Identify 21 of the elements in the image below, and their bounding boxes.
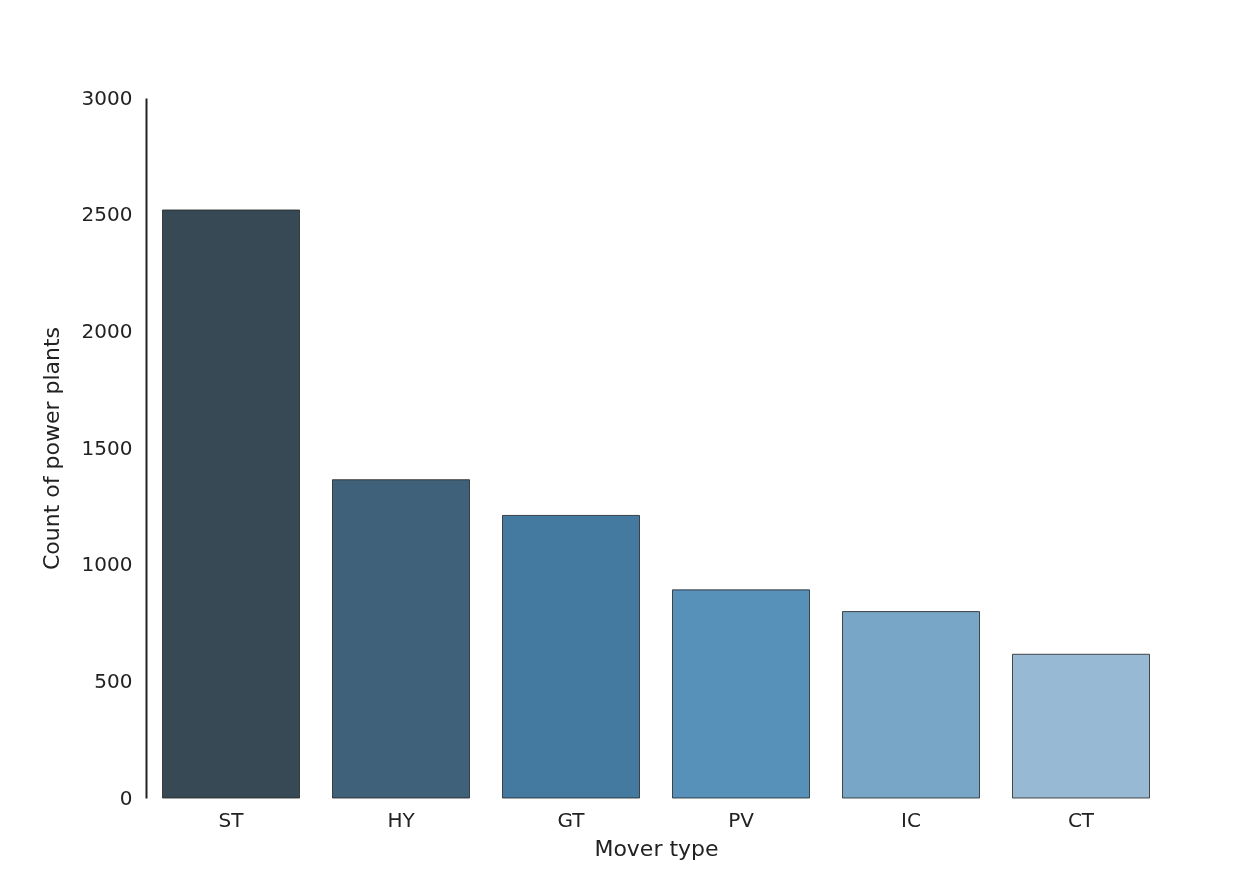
bar xyxy=(842,611,980,799)
bar xyxy=(1012,653,1150,799)
y-tick-label: 500 xyxy=(94,668,133,693)
y-tick-label: 2000 xyxy=(81,318,133,343)
y-tick-label: 1500 xyxy=(81,435,133,460)
bar xyxy=(162,209,300,799)
x-tick-label: GT xyxy=(557,807,586,832)
y-tick-label: 2500 xyxy=(81,202,133,227)
x-tick-label: HY xyxy=(387,807,416,832)
x-tick-label: ST xyxy=(218,807,245,832)
bar xyxy=(332,479,470,799)
x-tick-label: IC xyxy=(901,807,921,832)
y-axis-title: Count of power plants xyxy=(38,326,64,571)
x-tick-label: PV xyxy=(728,807,755,832)
y-tick-label: 1000 xyxy=(81,552,133,577)
y-tick-label: 0 xyxy=(119,785,133,810)
bar xyxy=(502,515,640,799)
y-tick-label: 3000 xyxy=(81,85,133,110)
x-tick-label: CT xyxy=(1067,807,1095,832)
bar xyxy=(672,589,810,799)
x-axis-title: Mover type xyxy=(594,835,719,861)
